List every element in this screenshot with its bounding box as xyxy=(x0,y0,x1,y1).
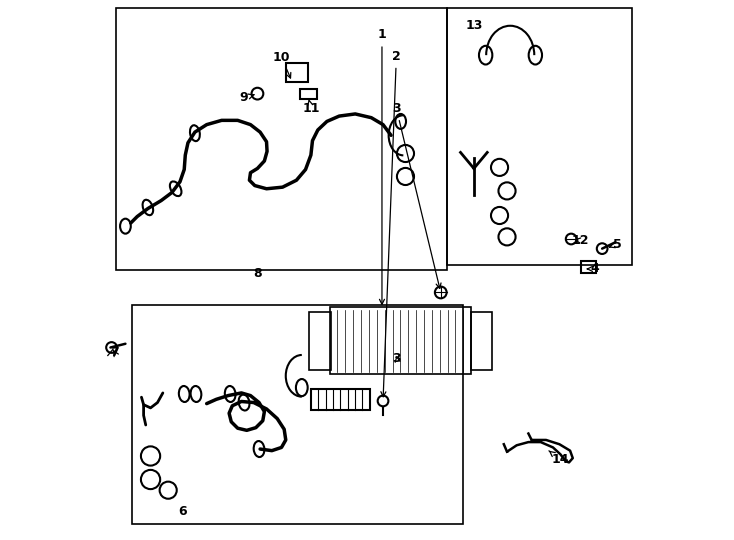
Bar xyxy=(286,63,308,82)
Bar xyxy=(581,261,596,273)
Bar xyxy=(311,389,370,410)
Text: 3: 3 xyxy=(392,102,441,288)
Text: 6: 6 xyxy=(178,505,187,518)
Text: 8: 8 xyxy=(253,267,262,280)
Text: 2: 2 xyxy=(381,50,401,397)
Bar xyxy=(330,307,471,374)
Bar xyxy=(132,305,463,524)
Text: 12: 12 xyxy=(572,234,589,247)
Text: 10: 10 xyxy=(273,51,291,78)
Text: 13: 13 xyxy=(465,19,482,32)
Bar xyxy=(300,89,317,99)
Text: 7: 7 xyxy=(110,346,119,359)
Text: 9: 9 xyxy=(240,91,254,104)
Text: 14: 14 xyxy=(549,451,570,466)
Text: 11: 11 xyxy=(302,99,319,115)
Text: 1: 1 xyxy=(377,28,386,305)
Bar xyxy=(471,312,492,370)
Text: 4: 4 xyxy=(587,262,599,275)
Bar xyxy=(116,8,447,270)
Text: 3: 3 xyxy=(393,352,401,365)
Text: 5: 5 xyxy=(610,238,622,251)
Bar xyxy=(309,312,330,370)
Bar xyxy=(447,8,631,265)
